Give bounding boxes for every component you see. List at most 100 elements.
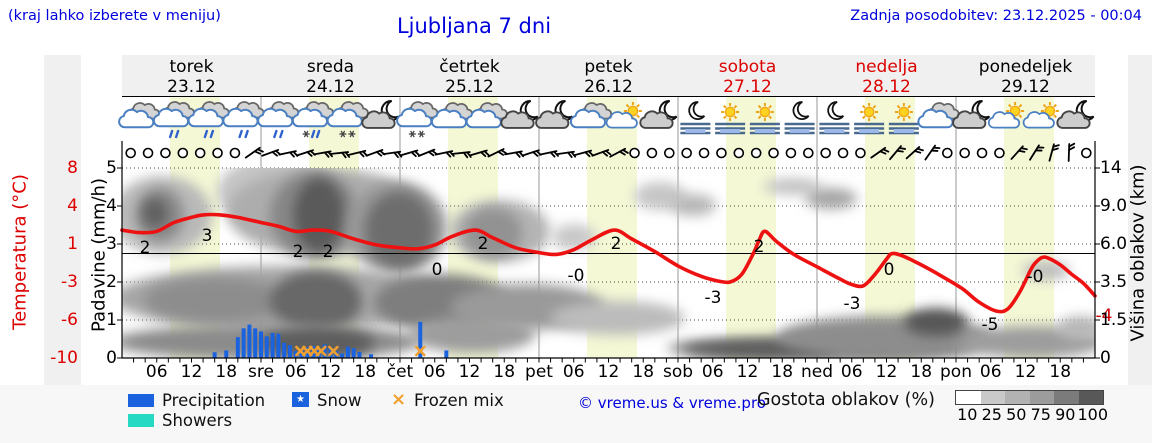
sun-disc	[1009, 105, 1021, 117]
time-label: 18	[1049, 362, 1071, 382]
wind-barb-icon	[1010, 145, 1028, 160]
sun-ray	[1018, 114, 1023, 119]
wind-barb-icon	[538, 150, 559, 158]
cloud-path	[1022, 111, 1055, 129]
sun-ray	[872, 115, 877, 120]
day-header-torek: torek 23.12	[122, 55, 261, 97]
calm-wind-icon	[750, 147, 762, 159]
sun-ray	[1042, 103, 1047, 108]
cloud-shape	[361, 110, 396, 129]
wind-barb-icon	[573, 149, 594, 158]
precip-bar	[247, 324, 252, 358]
rain-dash	[174, 129, 180, 139]
day-header-petek: petek 26.12	[539, 55, 678, 97]
weather-icon-moon-fog	[819, 101, 850, 135]
barb-feather	[622, 149, 629, 154]
precip-bar	[351, 348, 356, 358]
calm-wind-icon	[698, 147, 710, 159]
wind-barb-icon	[434, 150, 455, 158]
barb-feather	[271, 151, 278, 157]
sun-ray	[1053, 114, 1057, 119]
barb-feather	[500, 149, 508, 155]
calm-wind-icon	[1081, 147, 1092, 159]
wind-barb-icon	[313, 150, 333, 158]
wind-barb-icon	[609, 147, 629, 158]
cloud-shape	[326, 107, 363, 128]
day-name: torek	[169, 57, 214, 77]
day-date: 28.12	[862, 77, 911, 97]
weather-icon-clouds	[430, 102, 474, 129]
barb-feather	[932, 146, 941, 149]
barb-feather	[882, 148, 890, 153]
wind-row	[125, 142, 1092, 162]
precip-tick-label: 4	[106, 196, 117, 216]
barb-feather	[427, 150, 435, 157]
calm-wind-icon	[994, 147, 1005, 159]
time-label: 06	[146, 362, 168, 382]
wind-barb-icon	[521, 149, 542, 157]
weather-icon-moon-fog	[680, 101, 711, 135]
wind-barb-icon	[1029, 144, 1045, 161]
sun-ray	[862, 104, 866, 109]
temp-value-label: 2	[323, 242, 334, 262]
barb-feather	[514, 151, 521, 158]
temp-value-label: -0	[568, 266, 585, 286]
temperature-value-labels: 232 202-02-32-30-5-0-4	[140, 226, 1113, 335]
cloud-blob	[805, 188, 857, 209]
temp-value-label: -3	[844, 294, 861, 314]
day-date: 23.12	[167, 77, 216, 97]
temperature-curve	[120, 212, 1097, 314]
cloud-blob	[365, 192, 433, 268]
barb-feather	[896, 149, 904, 153]
day-band	[1004, 97, 1054, 358]
precip-bar	[357, 351, 362, 358]
precip-bar	[212, 352, 217, 358]
weather-icon-moon-cloud	[639, 99, 678, 129]
precip-bar	[235, 337, 240, 358]
temp-value-label: -5	[982, 315, 999, 335]
barb-feather	[1068, 142, 1076, 148]
rain-dash	[310, 129, 316, 139]
cloud-density-label: Gostota oblakov (%)	[757, 390, 935, 410]
day-date: 24.12	[306, 77, 355, 97]
time-label: 18	[354, 362, 376, 382]
day-abbr-label: sob	[663, 362, 693, 382]
cloud-density-colorbar	[955, 390, 1104, 405]
rain-dash	[244, 129, 249, 139]
barb-feather	[483, 150, 490, 157]
barb-feather	[344, 151, 351, 158]
temp-tick-label: -6	[61, 310, 78, 330]
precip-tick-label: 3	[106, 234, 117, 254]
barb-feather	[323, 151, 330, 158]
calm-wind-icon	[681, 147, 692, 159]
calm-wind-icon	[733, 147, 745, 159]
density-color-step	[1005, 391, 1030, 404]
time-label: 12	[320, 362, 342, 382]
legend-showers-label: Showers	[162, 411, 233, 430]
cloud-path	[987, 111, 1021, 129]
frozen-mix-x	[414, 345, 426, 357]
sun-ray	[1018, 103, 1023, 108]
barb-feather	[532, 151, 539, 157]
temp-axis-bg	[44, 55, 81, 385]
barb-feather	[930, 149, 939, 152]
precip-bar	[369, 354, 374, 358]
cloud-height-tick-label: 14	[1100, 158, 1122, 178]
copyright-link[interactable]: © vreme.us & vreme.pro	[578, 394, 766, 412]
barb-feather	[916, 147, 924, 152]
time-label: 18	[632, 362, 654, 382]
density-color-step	[980, 391, 1005, 404]
temp-tick-label: 8	[67, 158, 78, 178]
calm-wind-icon	[803, 147, 814, 159]
calm-wind-icon	[229, 147, 241, 159]
weather-icon-sun-cloud	[987, 101, 1025, 129]
precip-tick-label: 1	[106, 310, 117, 330]
barb-feather	[1017, 149, 1026, 153]
barb-feather	[480, 151, 487, 158]
precip-bar	[282, 342, 287, 358]
precip-bar	[322, 344, 327, 358]
wind-barb-icon	[905, 146, 924, 160]
temp-value-label: 2	[293, 242, 304, 262]
calm-wind-icon	[177, 147, 189, 159]
